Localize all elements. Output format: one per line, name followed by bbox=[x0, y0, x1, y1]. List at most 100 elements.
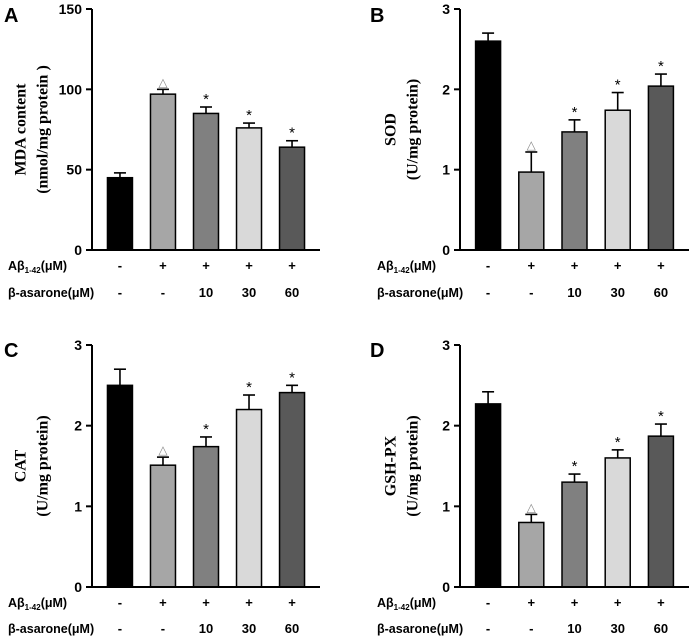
bar bbox=[149, 93, 177, 251]
row-label-abeta: Aβ1-42(μM) bbox=[8, 259, 67, 275]
bar bbox=[647, 85, 675, 251]
y-tick-label: 1 bbox=[442, 162, 450, 178]
asarone-dose-value: - bbox=[529, 621, 533, 636]
y-axis-unit-label: (U/mg protein) bbox=[35, 415, 52, 516]
asarone-dose-value: - bbox=[486, 621, 490, 636]
asarone-dose-value: - bbox=[118, 285, 122, 300]
row-label-abeta: Aβ1-42(μM) bbox=[377, 259, 436, 275]
y-tick-label: 2 bbox=[442, 418, 450, 434]
row-label-abeta: Aβ1-42(μM) bbox=[377, 596, 436, 612]
y-axis-unit-label: (nmol/mg protein ) bbox=[35, 65, 52, 194]
significance-triangle: △ bbox=[527, 500, 537, 514]
abeta-condition-value: + bbox=[288, 258, 296, 273]
significance-star: * bbox=[289, 125, 295, 142]
asarone-dose-value: 60 bbox=[285, 285, 299, 300]
asarone-dose-value: - bbox=[161, 285, 165, 300]
row-label-asarone: β-asarone(μM) bbox=[377, 286, 463, 300]
bar bbox=[518, 521, 545, 588]
y-tick-label: 2 bbox=[74, 418, 82, 434]
y-axis-label: MDA content bbox=[13, 83, 30, 176]
row-label-abeta: Aβ1-42(μM) bbox=[8, 596, 67, 612]
abeta-condition-value: + bbox=[159, 258, 167, 273]
y-axis-unit-label: (U/mg protein) bbox=[405, 415, 422, 516]
abeta-condition-value: - bbox=[486, 595, 490, 610]
abeta-condition-value: + bbox=[527, 595, 535, 610]
row-label-asarone: β-asarone(μM) bbox=[8, 286, 94, 300]
bar bbox=[235, 127, 263, 251]
abeta-condition-value: + bbox=[614, 258, 622, 273]
asarone-dose-value: 10 bbox=[567, 621, 581, 636]
asarone-dose-value: - bbox=[486, 285, 490, 300]
y-tick-label: 0 bbox=[74, 242, 82, 258]
asarone-dose-value: - bbox=[529, 285, 533, 300]
abeta-condition-value: + bbox=[657, 258, 665, 273]
asarone-dose-value: 10 bbox=[199, 621, 213, 636]
y-tick-label: 3 bbox=[442, 1, 450, 17]
significance-star: * bbox=[615, 434, 621, 451]
bar bbox=[561, 481, 588, 588]
y-axis-label: CAT bbox=[13, 449, 30, 482]
significance-star: * bbox=[572, 458, 578, 475]
y-axis-label: SOD bbox=[383, 113, 400, 146]
row-label-asarone: β-asarone(μM) bbox=[8, 622, 94, 636]
bar bbox=[278, 146, 306, 251]
abeta-condition-value: + bbox=[657, 595, 665, 610]
asarone-dose-value: 10 bbox=[199, 285, 213, 300]
y-tick-label: 1 bbox=[74, 498, 82, 514]
abeta-condition-value: + bbox=[159, 595, 167, 610]
bar bbox=[561, 131, 588, 251]
asarone-dose-value: 30 bbox=[242, 285, 256, 300]
abeta-condition-value: + bbox=[202, 258, 210, 273]
bar bbox=[106, 176, 134, 251]
abeta-condition-value: + bbox=[245, 595, 253, 610]
y-tick-label: 0 bbox=[442, 242, 450, 258]
asarone-dose-value: 60 bbox=[654, 285, 668, 300]
panel-letter: D bbox=[370, 340, 384, 362]
y-axis-unit-label: (U/mg protein) bbox=[405, 79, 422, 180]
abeta-condition-value: + bbox=[527, 258, 535, 273]
y-axis-label: GSH-PX bbox=[383, 435, 400, 496]
panel-letter: A bbox=[4, 5, 18, 27]
y-tick-label: 0 bbox=[74, 579, 82, 595]
asarone-dose-value: 30 bbox=[242, 621, 256, 636]
bar bbox=[106, 384, 134, 588]
bar bbox=[278, 391, 306, 588]
significance-star: * bbox=[615, 77, 621, 94]
bar bbox=[604, 109, 631, 251]
significance-star: * bbox=[246, 107, 252, 124]
abeta-condition-value: + bbox=[288, 595, 296, 610]
asarone-dose-value: - bbox=[118, 621, 122, 636]
row-label-asarone: β-asarone(μM) bbox=[377, 622, 463, 636]
significance-star: * bbox=[246, 379, 252, 396]
y-tick-label: 100 bbox=[59, 81, 83, 97]
asarone-dose-value: 30 bbox=[610, 621, 624, 636]
abeta-condition-value: - bbox=[486, 258, 490, 273]
bar bbox=[235, 408, 263, 588]
significance-star: * bbox=[289, 369, 295, 386]
abeta-condition-value: - bbox=[118, 595, 122, 610]
significance-star: * bbox=[658, 58, 664, 75]
bar bbox=[474, 403, 502, 588]
bar bbox=[604, 457, 631, 588]
significance-star: * bbox=[203, 421, 209, 438]
abeta-condition-value: + bbox=[614, 595, 622, 610]
asarone-dose-value: 10 bbox=[567, 285, 581, 300]
abeta-condition-value: + bbox=[245, 258, 253, 273]
asarone-dose-value: 60 bbox=[654, 621, 668, 636]
panel-letter: C bbox=[4, 340, 18, 362]
panel-letter: B bbox=[370, 5, 384, 27]
y-tick-label: 3 bbox=[442, 337, 450, 353]
y-tick-label: 50 bbox=[66, 162, 82, 178]
bar bbox=[474, 40, 502, 251]
y-tick-label: 150 bbox=[59, 1, 83, 17]
y-tick-label: 3 bbox=[74, 337, 82, 353]
significance-triangle: △ bbox=[158, 443, 168, 457]
significance-star: * bbox=[658, 408, 664, 425]
abeta-condition-value: + bbox=[202, 595, 210, 610]
abeta-condition-value: + bbox=[571, 258, 579, 273]
asarone-dose-value: 60 bbox=[285, 621, 299, 636]
y-tick-label: 0 bbox=[442, 579, 450, 595]
bar bbox=[647, 435, 675, 588]
significance-triangle: △ bbox=[158, 75, 168, 89]
